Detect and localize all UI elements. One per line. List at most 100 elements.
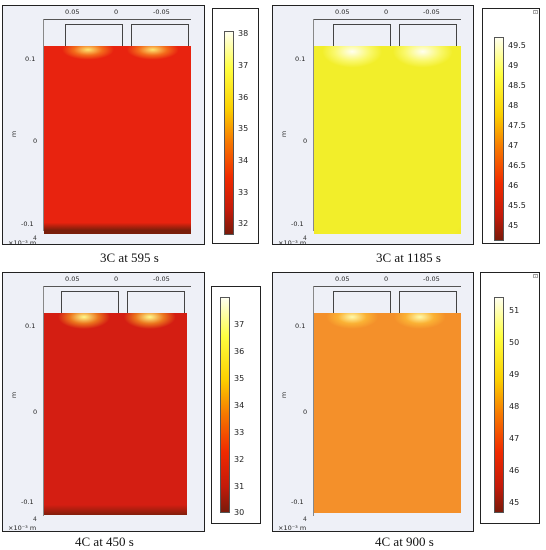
colorbar-tick-label: 48.5 bbox=[508, 81, 526, 90]
colorbar-tick-label: 30 bbox=[234, 508, 245, 517]
thermal-map-4c-900s: 0.05 0 -0.05 0.1 0 -0.1 m ×10⁻³ m 4 bbox=[272, 272, 474, 532]
colorbar-tick-label: 34 bbox=[234, 401, 245, 410]
colorbar-panel-4c-450s: 37 36 35 34 33 32 31 30 bbox=[211, 286, 261, 524]
colorbar-tick-label: 47 bbox=[509, 434, 520, 443]
corner-mark: ⊡ bbox=[533, 9, 539, 16]
battery-tab-left bbox=[333, 291, 391, 313]
colorbar-tick-label: 35 bbox=[238, 124, 249, 133]
colorbar-scale bbox=[224, 31, 234, 235]
colorbar-tick-label: 45 bbox=[508, 221, 519, 230]
y-tick-label: 0 bbox=[33, 408, 38, 416]
battery-tab-right bbox=[399, 291, 457, 313]
colorbar-tick-label: 33 bbox=[238, 188, 249, 197]
colorbar-scale bbox=[220, 297, 230, 513]
corner-tick-label: 4 bbox=[33, 516, 37, 523]
colorbar-tick-label: 50 bbox=[509, 338, 520, 347]
colorbar-tick-label: 32 bbox=[238, 219, 249, 228]
battery-tab-right bbox=[127, 291, 185, 313]
colorbar-tick-label: 47 bbox=[508, 141, 519, 150]
colorbar-tick-label: 31 bbox=[234, 482, 245, 491]
y-tick-label: 0 bbox=[33, 137, 38, 145]
x-unit-label: ×10⁻³ m bbox=[278, 524, 307, 532]
x-tick-label: -0.05 bbox=[423, 8, 440, 16]
x-unit-label: ×10⁻³ m bbox=[8, 239, 37, 247]
y-tick-label: 0 bbox=[303, 408, 308, 416]
caption-3c-1185s: 3C at 1185 s bbox=[376, 250, 441, 265]
colorbar-panel-3c-1185s: ⊡ 49.5 49 48.5 48 47.5 47 46.5 46 45.5 4… bbox=[482, 8, 540, 244]
colorbar-panel-4c-900s: ⊡ 51 50 49 48 47 46 45 bbox=[480, 272, 540, 524]
battery-tab-right bbox=[131, 24, 189, 46]
caption-4c-450s: 4C at 450 s bbox=[75, 534, 134, 549]
corner-tick-label: 4 bbox=[303, 516, 307, 523]
x-unit-label: ×10⁻³ m bbox=[278, 239, 307, 247]
x-unit-label: ×10⁻³ m bbox=[8, 524, 37, 532]
y-tick-label: 0.1 bbox=[295, 55, 306, 63]
x-tick-label: 0 bbox=[384, 8, 389, 16]
y-tick-label: 0.1 bbox=[25, 322, 36, 330]
colorbar-tick-label: 46 bbox=[508, 181, 519, 190]
colorbar-tick-label: 38 bbox=[238, 29, 249, 38]
colorbar-tick-label: 37 bbox=[234, 320, 245, 329]
colorbar-tick-label: 37 bbox=[238, 61, 249, 70]
colorbar-tick-label: 35 bbox=[234, 374, 245, 383]
battery-tab-left bbox=[65, 24, 123, 46]
x-tick-label: 0.05 bbox=[335, 275, 350, 283]
x-tick-label: 0.05 bbox=[65, 275, 80, 283]
corner-mark: ⊡ bbox=[533, 273, 539, 280]
battery-cell-body bbox=[314, 313, 461, 513]
colorbar-tick-label: 46 bbox=[509, 466, 520, 475]
y-tick-label: 0.1 bbox=[25, 55, 36, 63]
colorbar-tick-label: 34 bbox=[238, 156, 249, 165]
x-tick-label: 0.05 bbox=[65, 8, 80, 16]
x-tick-label: 0 bbox=[384, 275, 389, 283]
caption-4c-900s: 4C at 900 s bbox=[375, 534, 434, 549]
left-axis bbox=[43, 286, 44, 516]
colorbar-tick-label: 45 bbox=[509, 498, 520, 507]
y-unit-label: m bbox=[10, 391, 19, 399]
battery-cell-body bbox=[44, 313, 187, 515]
corner-tick-label: 4 bbox=[33, 235, 37, 242]
y-tick-label: -0.1 bbox=[291, 220, 304, 228]
y-tick-label: -0.1 bbox=[21, 498, 34, 506]
y-unit-label: m bbox=[280, 391, 289, 399]
corner-tick-label: 4 bbox=[303, 235, 307, 242]
thermal-map-3c-595s: 0.05 0 -0.05 0.1 0 -0.1 m ×10⁻³ m 4 bbox=[2, 5, 205, 247]
battery-tab-right bbox=[399, 24, 457, 46]
colorbar-tick-label: 49 bbox=[508, 61, 519, 70]
caption-3c-595s: 3C at 595 s bbox=[100, 250, 159, 265]
battery-cell-body bbox=[44, 46, 191, 234]
x-tick-label: -0.05 bbox=[153, 8, 170, 16]
top-axis bbox=[313, 19, 461, 20]
y-tick-label: -0.1 bbox=[21, 220, 34, 228]
x-tick-label: -0.05 bbox=[423, 275, 440, 283]
battery-cell-body bbox=[314, 46, 461, 234]
colorbar-tick-label: 32 bbox=[234, 455, 245, 464]
colorbar-tick-label: 45.5 bbox=[508, 201, 526, 210]
colorbar-tick-label: 51 bbox=[509, 306, 520, 315]
thermal-map-3c-1185s: 0.05 0 -0.05 0.1 0 -0.1 m ×10⁻³ m 4 bbox=[272, 5, 474, 247]
colorbar-tick-label: 33 bbox=[234, 428, 245, 437]
x-tick-label: 0 bbox=[114, 8, 119, 16]
colorbar-tick-label: 48 bbox=[508, 101, 519, 110]
colorbar-tick-label: 36 bbox=[238, 93, 249, 102]
colorbar-tick-label: 36 bbox=[234, 347, 245, 356]
thermal-map-4c-450s: 0.05 0 -0.05 0.1 0 -0.1 m ×10⁻³ m 4 bbox=[2, 272, 205, 532]
x-tick-label: -0.05 bbox=[153, 275, 170, 283]
left-axis bbox=[313, 286, 314, 516]
colorbar-panel-3c-595s: 38 37 36 35 34 33 32 bbox=[212, 8, 259, 244]
left-axis bbox=[313, 19, 314, 231]
battery-tab-left bbox=[61, 291, 119, 313]
colorbar-tick-label: 46.5 bbox=[508, 161, 526, 170]
y-tick-label: 0.1 bbox=[295, 322, 306, 330]
colorbar-tick-label: 49 bbox=[509, 370, 520, 379]
y-tick-label: 0 bbox=[303, 137, 308, 145]
left-axis bbox=[43, 19, 44, 231]
colorbar-tick-label: 47.5 bbox=[508, 121, 526, 130]
x-tick-label: 0.05 bbox=[335, 8, 350, 16]
colorbar-tick-label: 48 bbox=[509, 402, 520, 411]
colorbar-scale bbox=[494, 37, 504, 241]
top-axis bbox=[313, 286, 461, 287]
y-unit-label: m bbox=[10, 130, 19, 138]
top-axis bbox=[43, 19, 191, 20]
colorbar-scale bbox=[494, 297, 504, 513]
